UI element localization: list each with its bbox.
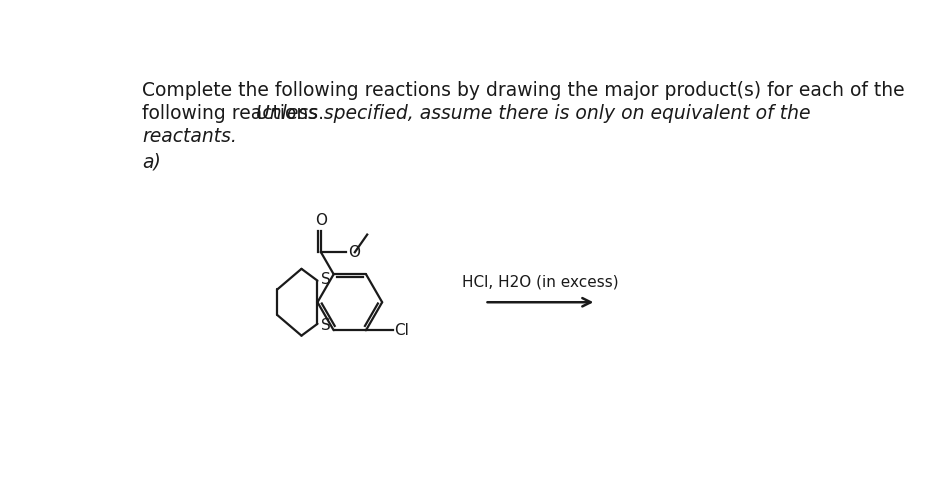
Text: HCl, H2O (in excess): HCl, H2O (in excess) (462, 274, 619, 289)
Text: a): a) (142, 152, 161, 171)
Text: O: O (348, 245, 360, 260)
Text: Complete the following reactions by drawing the major product(s) for each of the: Complete the following reactions by draw… (142, 81, 905, 100)
Text: O: O (315, 213, 327, 228)
Text: reactants.: reactants. (142, 128, 237, 146)
Text: S: S (322, 318, 331, 333)
Text: Cl: Cl (394, 323, 409, 338)
Text: Unless specified, assume there is only on equivalent of the: Unless specified, assume there is only o… (256, 105, 811, 123)
Text: following reactions.: following reactions. (142, 105, 330, 123)
Text: S: S (322, 272, 331, 287)
